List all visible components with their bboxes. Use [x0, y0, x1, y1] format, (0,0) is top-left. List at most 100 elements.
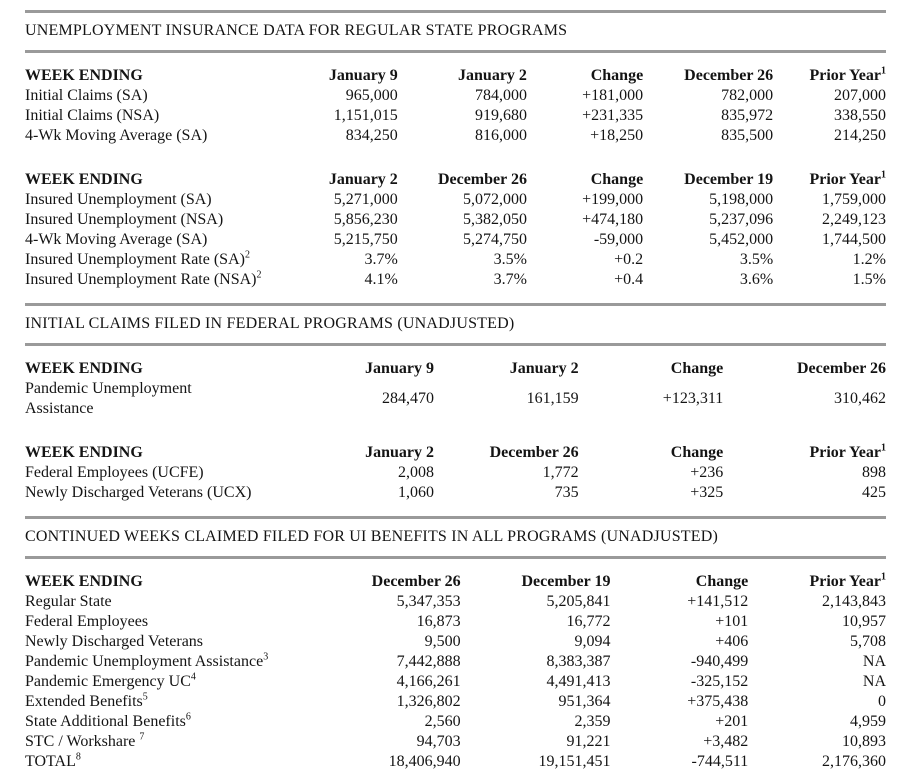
cell-value: 1,744,500	[822, 231, 886, 248]
cell-value: 835,500	[721, 127, 774, 144]
table-row: Initial Claims (NSA) 1,151,015 919,680 +231…	[25, 106, 886, 126]
cell-value: -59,000	[593, 231, 644, 248]
cell-value: 3.6%	[739, 271, 774, 288]
table-row: Regular State 5,347,353 5,205,841 +141,512 2…	[25, 592, 886, 612]
cell-text: January 2	[509, 360, 579, 377]
cell-value: 0	[878, 693, 886, 710]
pandemic-unemployment-assistance-table: WEEK ENDING January 9 January 2 Change Decem…	[25, 359, 886, 419]
cell-value: 8,383,387	[546, 653, 611, 670]
column-header: January 9	[223, 359, 434, 379]
cell-value: NA	[862, 653, 886, 670]
cell-value: 7,442,888	[396, 653, 461, 670]
cell-text: Prior Year	[809, 171, 881, 188]
header-row: WEEK ENDING January 2 December 26 Change Dec…	[25, 170, 886, 190]
column-header: January 2	[305, 170, 398, 190]
column-header: Prior Year1	[723, 443, 886, 463]
section-regular-state-programs: UNEMPLOYMENT INSURANCE DATA FOR REGULAR …	[25, 10, 886, 290]
cell-value: 3.5%	[739, 251, 774, 268]
table-row: Insured Unemployment Rate (NSA)2 4.1% 3.7%…	[25, 270, 886, 290]
cell-text: December 19	[521, 573, 611, 590]
cell-text: December 26	[371, 573, 461, 590]
row-label: Insured Unemployment (SA)	[25, 190, 305, 210]
cell-text: January 9	[365, 360, 434, 377]
horizontal-rule	[25, 516, 886, 519]
cell-value: +181,000	[582, 87, 644, 104]
row-label: Initial Claims (SA)	[25, 86, 305, 106]
column-header: January 2	[283, 443, 434, 463]
cell-value: 9,500	[424, 633, 461, 650]
cell-value: 1,151,015	[333, 107, 398, 124]
row-label: Pandemic Unemployment Assistance	[25, 379, 223, 419]
table-row: Initial Claims (SA) 965,000 784,000 +181,00…	[25, 86, 886, 106]
table-row: Insured Unemployment (SA) 5,271,000 5,072,…	[25, 190, 886, 210]
cell-text: WEEK ENDING	[25, 67, 143, 84]
row-label: 4-Wk Moving Average (SA)	[25, 126, 305, 146]
cell-value: 18,406,940	[388, 753, 461, 770]
row-label: Regular State	[25, 592, 283, 612]
cell-value: -325,152	[690, 673, 749, 690]
cell-text: WEEK ENDING	[25, 444, 143, 461]
horizontal-rule	[25, 303, 886, 306]
cell-value: 5,215,750	[333, 231, 398, 248]
cell-text: December 19	[684, 171, 774, 188]
row-label: 4-Wk Moving Average (SA)	[25, 230, 305, 250]
column-header: December 19	[461, 572, 611, 592]
cell-value: 161,159	[526, 390, 579, 407]
cell-value: +325	[690, 484, 724, 501]
section-title: CONTINUED WEEKS CLAIMED FILED FOR UI BEN…	[25, 528, 719, 545]
cell-value: 425	[862, 484, 886, 501]
cell-value: +406	[715, 633, 749, 650]
cell-value: 1,759,000	[822, 191, 886, 208]
cell-text: Prior Year	[809, 573, 881, 590]
cell-value: +0.2	[614, 251, 644, 268]
insured-unemployment-table: WEEK ENDING January 2 December 26 Change Dec…	[25, 170, 886, 290]
cell-value: +123,311	[662, 390, 724, 407]
row-label: TOTAL8	[25, 752, 283, 772]
cell-value: -744,511	[691, 753, 749, 770]
table-row: Newly Discharged Veterans (UCX) 1,060 735 +…	[25, 483, 886, 503]
cell-text: Federal Employees	[25, 613, 149, 630]
cell-value: 951,364	[558, 693, 611, 710]
cell-value: +474,180	[582, 211, 644, 228]
column-header: WEEK ENDING	[25, 572, 283, 592]
cell-text: Insured Unemployment Rate (SA)	[25, 251, 245, 268]
cell-value: 5,452,000	[709, 231, 774, 248]
federal-employees-veterans-table: WEEK ENDING January 2 December 26 Change Pri…	[25, 443, 886, 503]
cell-value: 1,060	[397, 484, 434, 501]
column-header: Change	[579, 443, 723, 463]
cell-text: Insured Unemployment (NSA)	[25, 211, 224, 228]
column-header: December 26	[434, 443, 579, 463]
cell-text: STC / Workshare	[25, 733, 140, 750]
footnote-marker: 8	[75, 751, 81, 763]
section-federal-programs: INITIAL CLAIMS FILED IN FEDERAL PROGRAMS…	[25, 303, 886, 503]
cell-value: 4,166,261	[396, 673, 461, 690]
cell-value: 5,205,841	[546, 593, 611, 610]
cell-value: 5,382,050	[462, 211, 527, 228]
table-row: Insured Unemployment Rate (SA)2 3.7% 3.5% +…	[25, 250, 886, 270]
cell-value: 310,462	[834, 390, 886, 407]
cell-value: 4,491,413	[546, 673, 611, 690]
cell-text: January 2	[328, 171, 398, 188]
table-row: State Additional Benefits6 2,560 2,359 +201…	[25, 712, 886, 732]
cell-value: NA	[862, 673, 886, 690]
cell-text: Change	[670, 360, 724, 377]
footnote-marker: 1	[881, 65, 886, 77]
footnote-marker: 1	[881, 169, 886, 181]
cell-text: December 26	[797, 360, 886, 377]
cell-value: 2,176,360	[822, 753, 886, 770]
cell-value: 3.7%	[493, 271, 527, 288]
table-row: Federal Employees 16,873 16,772 +101 10,957	[25, 612, 886, 632]
cell-value: 5,347,353	[396, 593, 461, 610]
table-row: Extended Benefits5 1,326,802 951,364 +375,4…	[25, 692, 886, 712]
header-row: WEEK ENDING December 26 December 19 Change P…	[25, 572, 886, 592]
column-header: January 2	[434, 359, 579, 379]
cell-text: December 26	[437, 171, 527, 188]
cell-text: Change	[590, 171, 644, 188]
cell-value: 834,250	[345, 127, 398, 144]
cell-text: January 2	[365, 444, 434, 461]
horizontal-rule	[25, 556, 886, 559]
cell-value: 338,550	[834, 107, 886, 124]
cell-value: 965,000	[345, 87, 398, 104]
cell-value: 19,151,451	[538, 753, 611, 770]
footnote-marker: 5	[142, 691, 148, 703]
